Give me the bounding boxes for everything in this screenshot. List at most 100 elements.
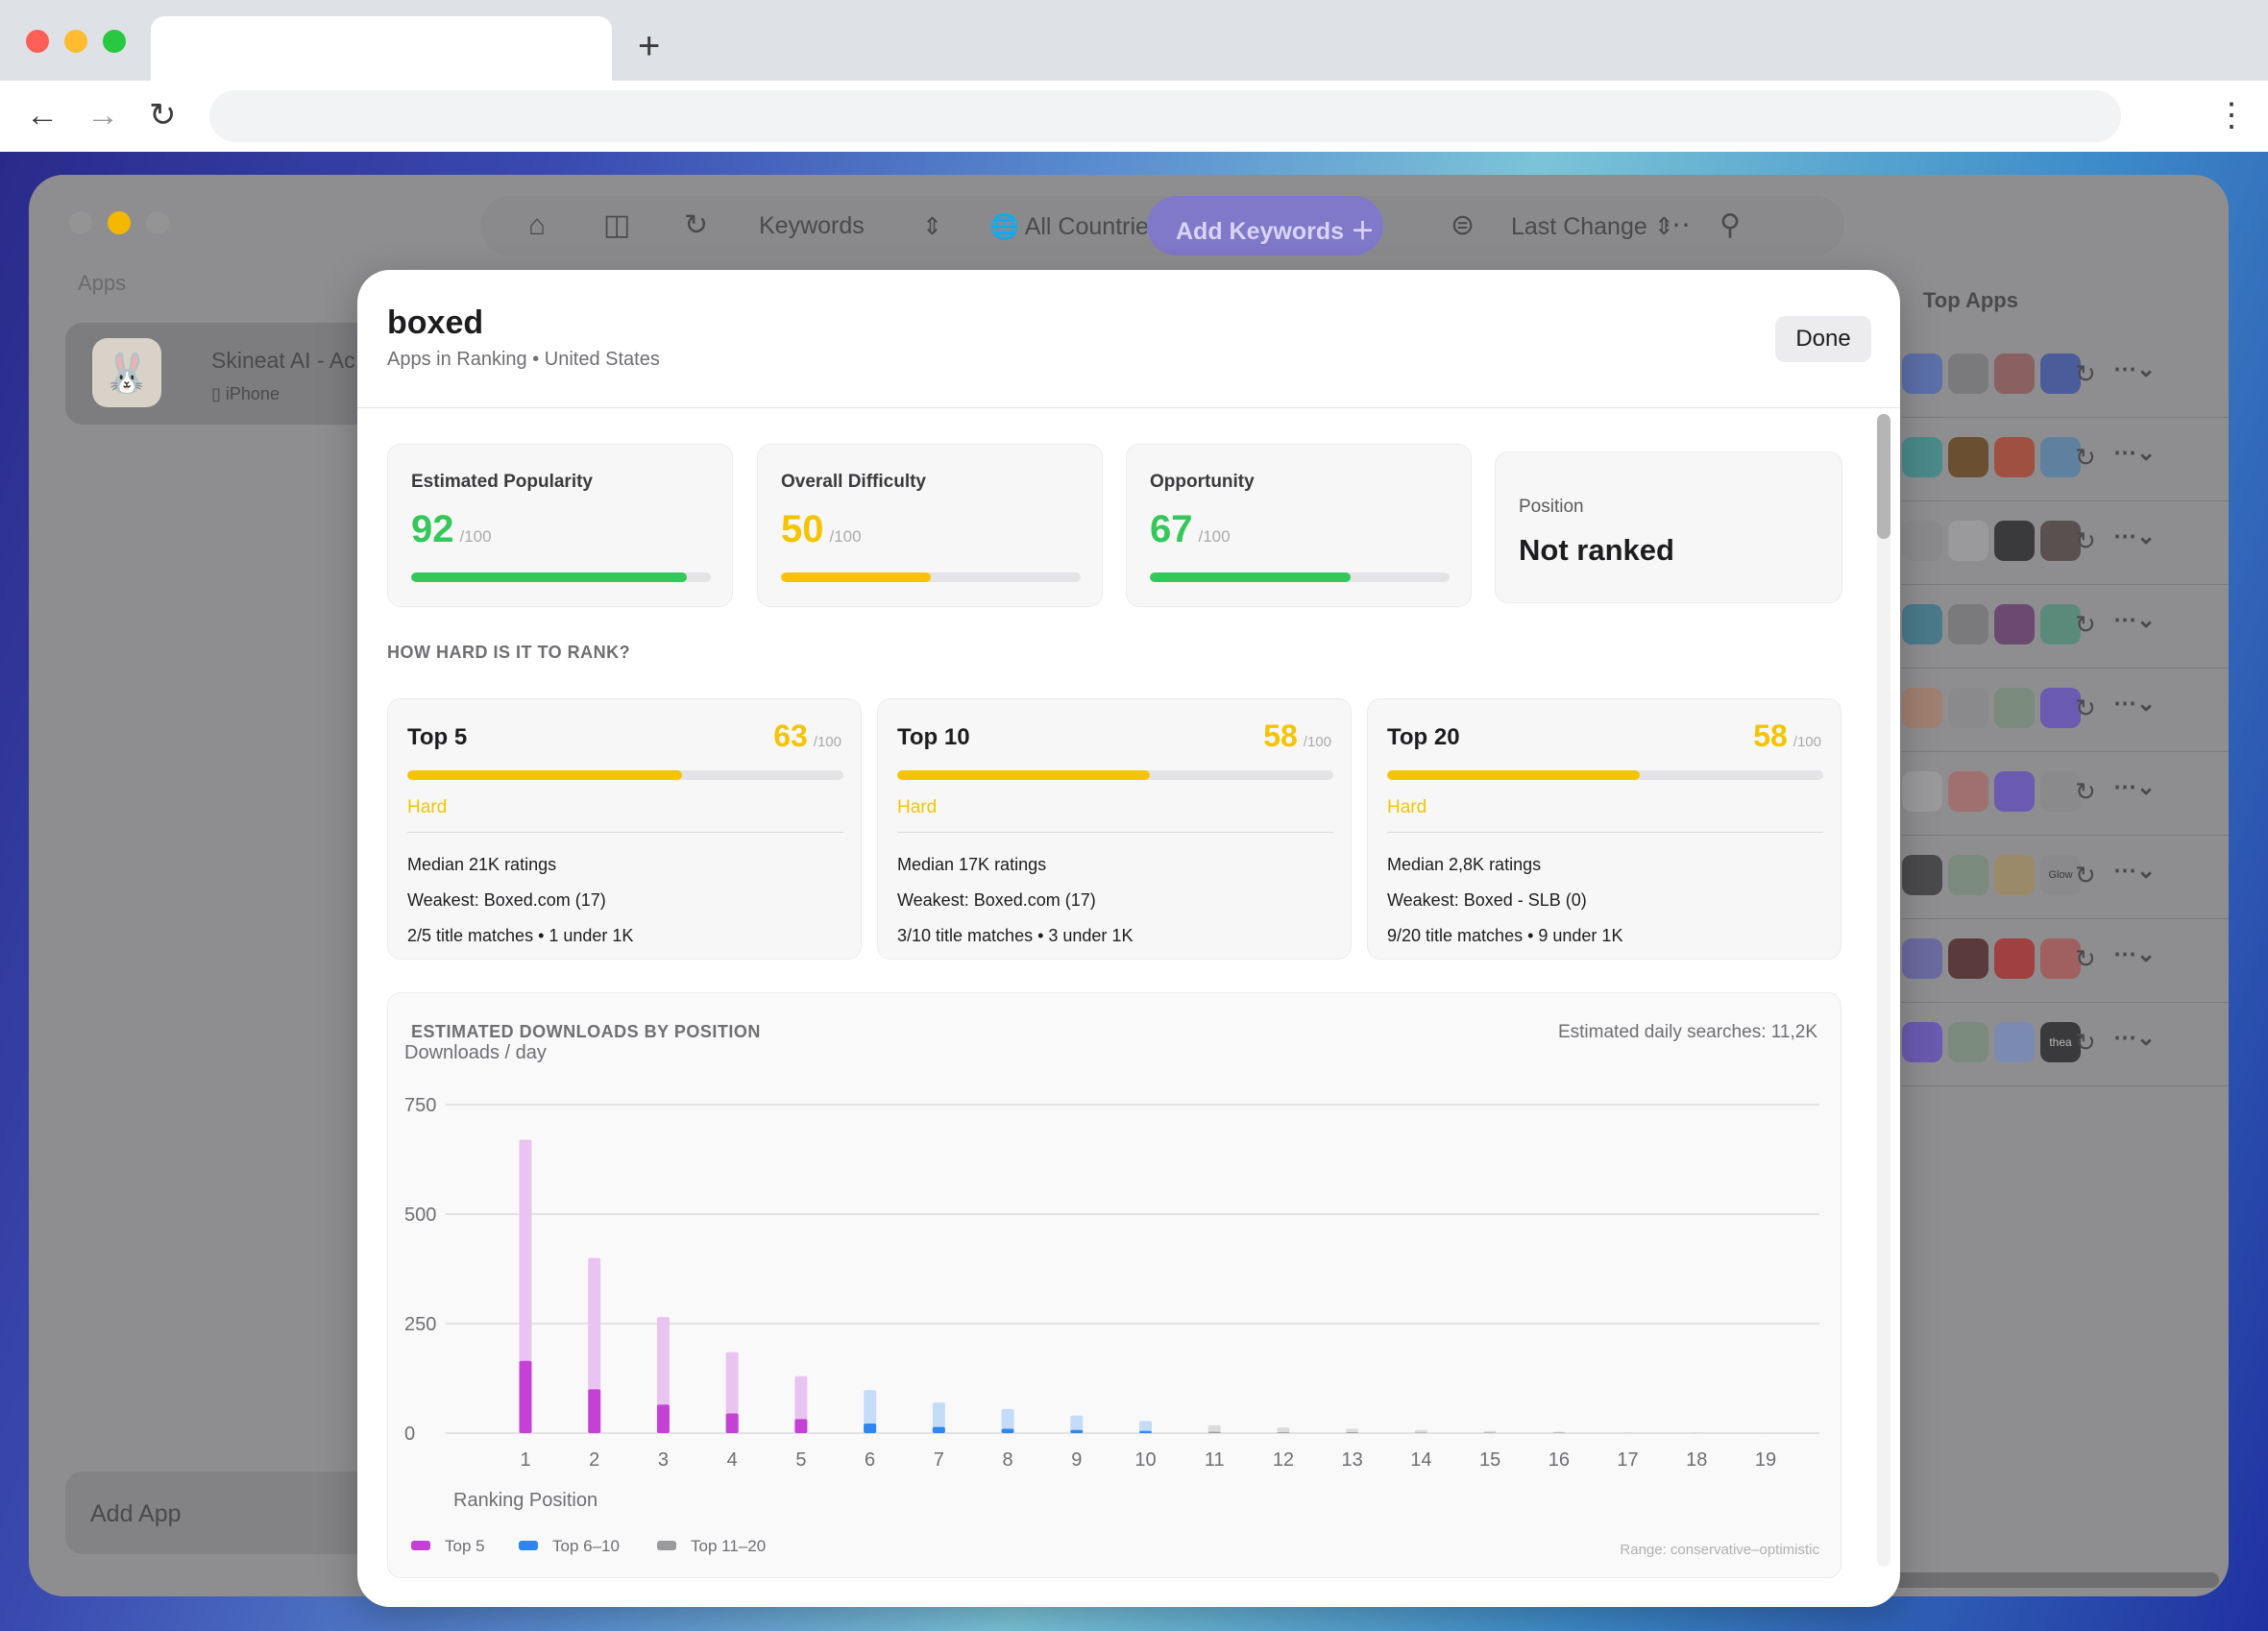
- countries-selector[interactable]: 🌐 All Countries ⌄: [989, 213, 1187, 240]
- keyword-row[interactable]: ↻ ⋯⌄: [1902, 919, 2229, 1003]
- app-icon: [1948, 437, 1988, 477]
- position-card: Position Not ranked: [1495, 451, 1842, 603]
- rank-matches: 9/20 title matches • 9 under 1K: [1387, 926, 1623, 945]
- minimize-window-button[interactable]: [64, 30, 87, 53]
- keyword-row[interactable]: ↻ ⋯⌄: [1902, 752, 2229, 836]
- app-minimize-button[interactable]: [108, 211, 131, 234]
- rank-score-max: /100: [813, 734, 841, 750]
- rank-bar-fill: [407, 770, 683, 780]
- metric-number: 92: [411, 508, 454, 550]
- row-more-icon[interactable]: ⋯⌄: [2113, 356, 2157, 382]
- x-tick-label: 12: [1273, 1449, 1294, 1471]
- row-more-icon[interactable]: ⋯⌄: [2113, 858, 2157, 884]
- row-more-icon[interactable]: ⋯⌄: [2113, 691, 2157, 717]
- app-icon: [1994, 855, 2035, 895]
- keyword-row[interactable]: Glow ↻ ⋯⌄: [1902, 836, 2229, 919]
- app-icon: [2040, 353, 2081, 394]
- sidebar-toggle-icon[interactable]: ◫: [603, 209, 631, 241]
- sidebar-title: Apps: [78, 271, 127, 295]
- keyword-row[interactable]: ↻ ⋯⌄: [1902, 585, 2229, 669]
- row-more-icon[interactable]: ⋯⌄: [2113, 607, 2157, 633]
- sort-selector[interactable]: Last Change ⇕: [1511, 213, 1674, 240]
- keyword-row[interactable]: ↻ ⋯⌄: [1902, 334, 2229, 418]
- done-button[interactable]: Done: [1775, 316, 1871, 362]
- bar-conservative: [1001, 1428, 1014, 1433]
- back-icon[interactable]: ←: [26, 97, 59, 134]
- app-icon: [2040, 521, 2081, 561]
- filter-icon[interactable]: ⊜: [1451, 209, 1475, 241]
- bar-optimistic: [1346, 1428, 1359, 1433]
- range-note: Range: conservative–optimistic: [1620, 1542, 1819, 1558]
- keyword-row[interactable]: thea ↻ ⋯⌄: [1902, 1003, 2229, 1086]
- keywords-selector[interactable]: Keywords: [759, 212, 865, 239]
- browser-tab[interactable]: [151, 16, 612, 81]
- keyword-detail-modal: boxed Apps in Ranking • United States Do…: [357, 270, 1900, 1607]
- popularity-card: Estimated Popularity 92/100: [387, 444, 733, 607]
- x-tick-label: 17: [1617, 1449, 1638, 1471]
- app-close-button[interactable]: [69, 211, 92, 234]
- app-icon: [1948, 1022, 1988, 1062]
- forward-icon[interactable]: →: [86, 97, 119, 134]
- x-tick-label: 6: [865, 1449, 875, 1471]
- close-window-button[interactable]: [26, 30, 49, 53]
- keyword-row[interactable]: ↻ ⋯⌄: [1902, 418, 2229, 501]
- refresh-icon[interactable]: ↻: [2075, 359, 2096, 388]
- add-keywords-button[interactable]: Add Keywords ＋: [1147, 196, 1383, 256]
- opportunity-card: Opportunity 67/100: [1126, 444, 1472, 607]
- home-icon[interactable]: ⌂: [528, 209, 547, 241]
- maximize-window-button[interactable]: [103, 30, 126, 53]
- refresh-icon[interactable]: ↻: [2075, 777, 2096, 806]
- refresh-icon[interactable]: ↻: [2075, 944, 2096, 973]
- refresh-icon[interactable]: ↻: [2075, 694, 2096, 722]
- app-icon: [1902, 353, 1942, 394]
- browser-menu-icon[interactable]: ⋮: [2215, 97, 2248, 134]
- refresh-icon[interactable]: ↻: [2075, 610, 2096, 639]
- row-more-icon[interactable]: ⋯⌄: [2113, 941, 2157, 967]
- app-icon: [1948, 353, 1988, 394]
- keyword-row[interactable]: ↻ ⋯⌄: [1902, 501, 2229, 585]
- rank-title: Top 5: [407, 724, 468, 750]
- row-more-icon[interactable]: ⋯⌄: [2113, 523, 2157, 549]
- app-zoom-button[interactable]: [146, 211, 169, 234]
- bar-conservative: [932, 1426, 945, 1433]
- address-bar[interactable]: [209, 90, 2121, 142]
- rank-median: Median 21K ratings: [407, 855, 557, 874]
- bar-conservative: [864, 1423, 877, 1433]
- chart-title: ESTIMATED DOWNLOADS BY POSITION: [411, 1022, 761, 1041]
- refresh-icon[interactable]: ↻: [2075, 443, 2096, 472]
- y-tick-label: 250: [404, 1314, 436, 1335]
- horizontal-scrollbar[interactable]: [1873, 1572, 2219, 1588]
- rank-bar: [1387, 770, 1823, 780]
- x-tick-label: 8: [1002, 1449, 1012, 1471]
- refresh-icon[interactable]: ↻: [2075, 1028, 2096, 1057]
- countries-label: All Countries: [1024, 213, 1161, 240]
- legend-label: Top 6–10: [552, 1537, 620, 1555]
- app-icon: [1948, 521, 1988, 561]
- search-icon[interactable]: ⚲: [1719, 209, 1741, 241]
- refresh-icon[interactable]: ↻: [2075, 526, 2096, 555]
- app-icon: [1902, 938, 1942, 979]
- row-more-icon[interactable]: ⋯⌄: [2113, 774, 2157, 800]
- row-more-icon[interactable]: ⋯⌄: [2113, 440, 2157, 466]
- app-icon: [1902, 771, 1942, 812]
- app-icon: [1994, 688, 2035, 728]
- metric-max: /100: [459, 527, 492, 546]
- refresh-icon[interactable]: ↻: [2075, 861, 2096, 889]
- new-tab-button[interactable]: +: [638, 25, 661, 67]
- more-options-icon[interactable]: ⋯: [1662, 209, 1691, 241]
- chevron-updown-icon[interactable]: ⇕: [922, 213, 942, 240]
- y-tick-label: 500: [404, 1205, 436, 1226]
- bar-conservative: [1277, 1432, 1290, 1433]
- metric-label: Estimated Popularity: [411, 472, 593, 492]
- keyword-row[interactable]: ↻ ⋯⌄: [1902, 669, 2229, 752]
- refresh-icon[interactable]: ↻: [684, 209, 709, 241]
- rank-card-top10: Top 10 58/100 Hard Median 17K ratings We…: [877, 698, 1352, 960]
- metric-number: 67: [1150, 508, 1193, 550]
- app-icon: [2040, 604, 2081, 645]
- bar-optimistic: [1414, 1429, 1427, 1433]
- scroll-thumb[interactable]: [1877, 414, 1890, 539]
- vertical-scrollbar[interactable]: [1877, 414, 1890, 1567]
- reload-icon[interactable]: ↻: [149, 97, 177, 134]
- row-more-icon[interactable]: ⋯⌄: [2113, 1025, 2157, 1051]
- rank-section-title: HOW HARD IS IT TO RANK?: [387, 643, 631, 662]
